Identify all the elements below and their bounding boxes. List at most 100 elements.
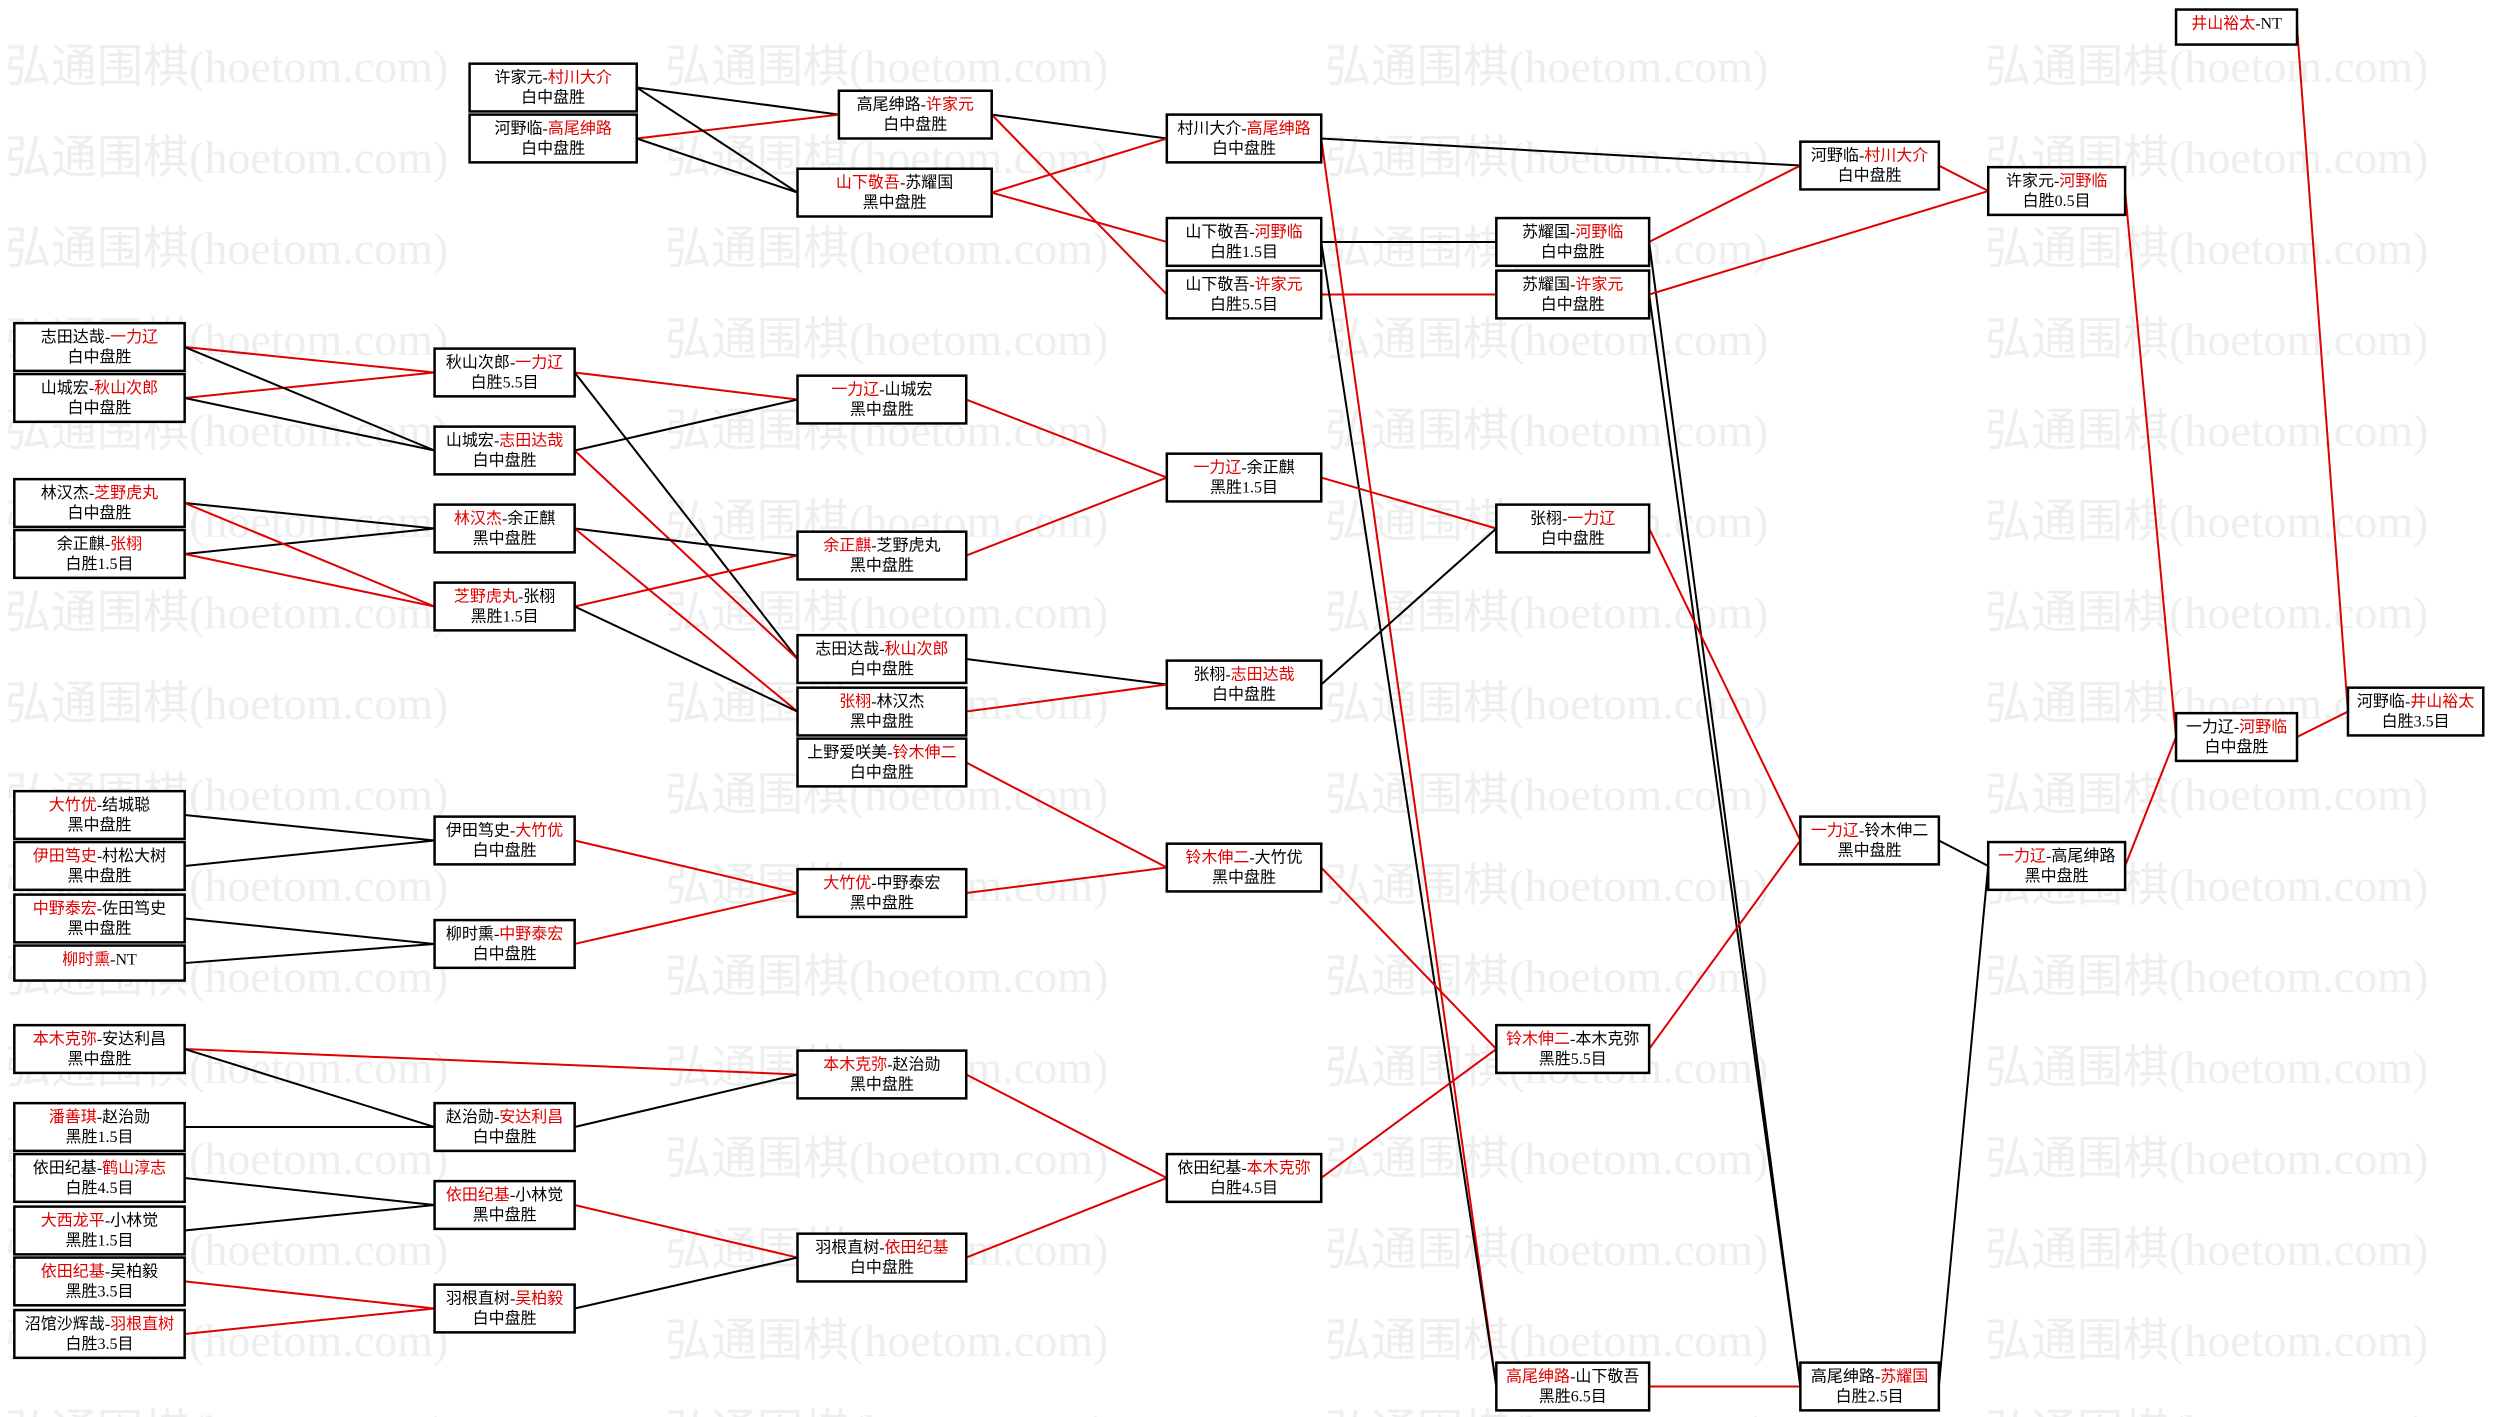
match-border xyxy=(1165,842,1323,893)
player-name: NT xyxy=(2261,16,2283,33)
match-result: 黑中盘胜 xyxy=(863,193,927,212)
player-name: 河野临 xyxy=(1811,147,1859,165)
player-name: 高尾绅路 xyxy=(2051,847,2115,865)
match-players: 高尾绅路-许家元 xyxy=(857,96,974,114)
player-name: 结城聪 xyxy=(102,796,150,814)
player-name: 鹤山淳志 xyxy=(102,1159,166,1177)
player-name: 林汉杰 xyxy=(877,693,925,711)
connector xyxy=(636,113,840,140)
connector xyxy=(184,814,435,842)
separator: - xyxy=(871,538,876,555)
player-name: 山城宏 xyxy=(446,432,494,450)
connector xyxy=(573,371,799,660)
player-name: 赵治勋 xyxy=(102,1108,150,1126)
player-name: 一力辽 xyxy=(1567,510,1615,528)
match-players: 大西龙平-小林觉 xyxy=(41,1212,158,1230)
separator: - xyxy=(1249,850,1254,867)
player-name: 大竹优 xyxy=(823,874,871,892)
connector xyxy=(636,137,798,194)
watermark: 弘通围棋(hoetom.com) xyxy=(665,1406,1108,1417)
player-name: 余正麒 xyxy=(57,534,105,553)
separator: - xyxy=(879,382,884,399)
player-name: 安达利昌 xyxy=(499,1108,563,1126)
match-result: 白中盘胜 xyxy=(473,944,537,963)
connector xyxy=(184,1204,435,1232)
player-name: 佐田笃史 xyxy=(102,900,166,918)
separator: - xyxy=(1875,1369,1880,1386)
match-players: 一力辽-河野临 xyxy=(2186,718,2287,736)
player-name: 赵治勋 xyxy=(446,1108,494,1126)
match-players: 上野爱咲美-铃木伸二 xyxy=(807,744,956,762)
watermark: 弘通围棋(hoetom.com) xyxy=(1985,496,2428,547)
match-result: 黑中盘胜 xyxy=(850,1075,914,1094)
connector xyxy=(991,113,1167,140)
connector xyxy=(184,1307,435,1335)
match-players: 沼馆沙辉哉-羽根直树 xyxy=(25,1315,174,1333)
separator: - xyxy=(494,926,499,943)
match-result: 黑胜5.5目 xyxy=(1539,1050,1607,1068)
separator: - xyxy=(97,1031,102,1048)
watermark: 弘通围棋(hoetom.com) xyxy=(1325,1133,1768,1184)
player-name: 柳时熏 xyxy=(62,951,110,969)
player-name: 张栩 xyxy=(839,693,871,711)
player-name: 张栩 xyxy=(1193,666,1225,684)
watermark: 弘通围棋(hoetom.com) xyxy=(1325,314,1768,365)
match-border xyxy=(433,347,576,398)
player-name: 高尾绅路 xyxy=(1506,1368,1570,1386)
separator: - xyxy=(1249,277,1254,294)
match-players: 柳时熏-NT xyxy=(62,951,137,969)
player-name: 本木克弥 xyxy=(823,1056,887,1074)
match-border xyxy=(13,1101,186,1153)
match-players: 高尾绅路-山下敬吾 xyxy=(1506,1368,1639,1386)
match-players: 张栩-一力辽 xyxy=(1530,510,1615,528)
watermark: 弘通围棋(hoetom.com) xyxy=(1985,405,2428,456)
separator: - xyxy=(542,70,547,87)
match-border xyxy=(13,893,186,944)
separator: - xyxy=(871,694,876,711)
player-name: 铃木伸二 xyxy=(1864,822,1928,840)
match-border xyxy=(796,737,968,788)
separator: - xyxy=(510,1187,515,1204)
match-border xyxy=(1165,452,1323,503)
match-players: 大竹优-结城聪 xyxy=(49,796,150,814)
separator: - xyxy=(1241,121,1246,138)
match-players: 张栩-林汉杰 xyxy=(839,693,924,711)
watermark: 弘通围棋(hoetom.com) xyxy=(665,587,1108,638)
match-border xyxy=(433,918,576,970)
match-players: 依田纪基-吴柏毅 xyxy=(41,1263,158,1281)
player-name: 余正麒 xyxy=(823,536,871,555)
connector xyxy=(966,683,1167,713)
separator: - xyxy=(518,589,523,606)
match-border xyxy=(13,1308,186,1360)
player-name: 大竹优 xyxy=(1255,849,1303,867)
match-border xyxy=(1495,503,1651,554)
match-players: 山下敬吾-许家元 xyxy=(1185,276,1302,294)
player-name: 山下敬吾 xyxy=(1185,276,1249,294)
match-border xyxy=(433,1179,576,1231)
watermark: 弘通围棋(hoetom.com) xyxy=(1985,314,2428,365)
connector xyxy=(184,917,435,945)
watermark: 弘通围棋(hoetom.com) xyxy=(1325,860,1768,911)
match-result: 白中盘胜 xyxy=(2205,737,2269,756)
connector xyxy=(184,396,435,452)
player-name: 高尾绅路 xyxy=(1811,1368,1875,1386)
player-name: 依田纪基 xyxy=(33,1159,97,1177)
watermark: 弘通围棋(hoetom.com) xyxy=(1985,41,2428,92)
match-players: 本木克弥-安达利昌 xyxy=(33,1030,166,1048)
player-name: 苏耀国 xyxy=(1522,223,1570,241)
connector xyxy=(1937,865,1990,1387)
match-players: 余正麒-张栩 xyxy=(57,534,142,553)
separator: - xyxy=(900,175,905,192)
connector xyxy=(574,605,798,713)
